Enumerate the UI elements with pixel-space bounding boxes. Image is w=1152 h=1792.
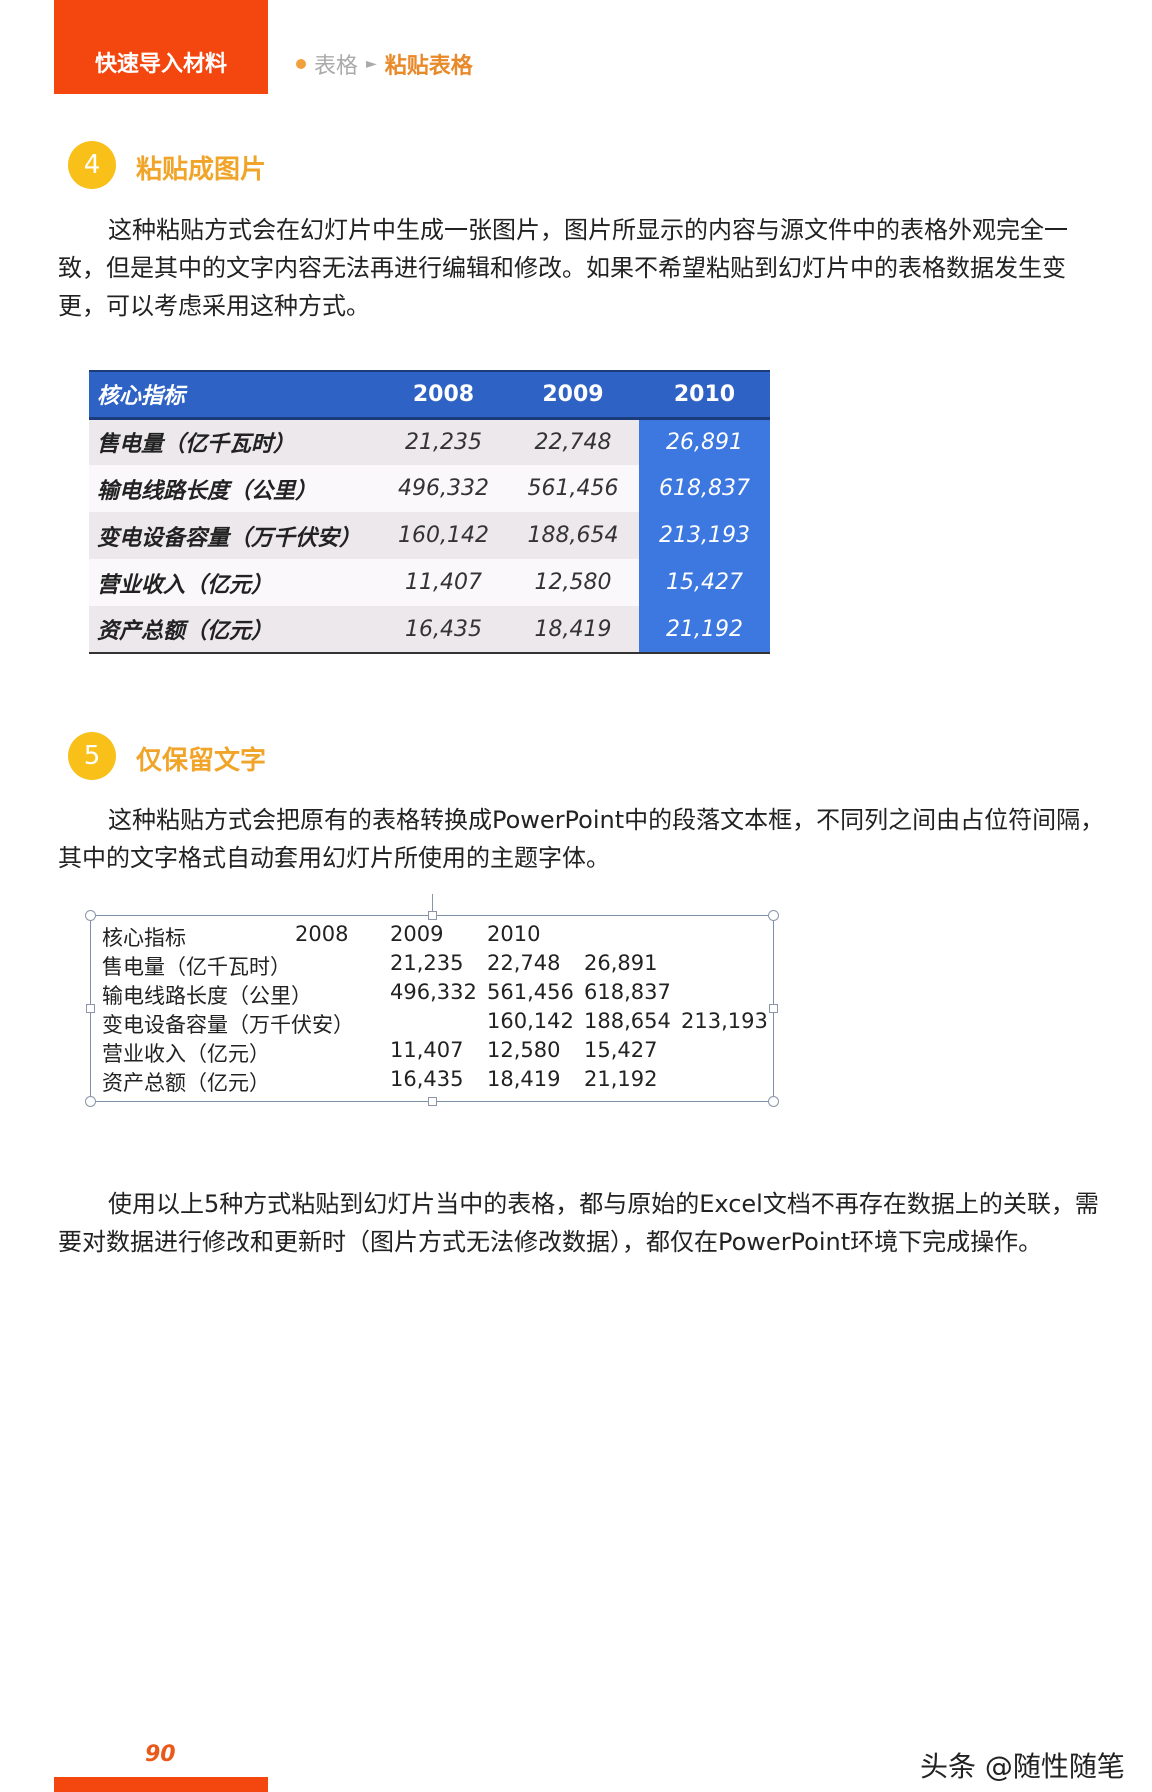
cell-value: 21,235 bbox=[380, 418, 507, 465]
text-line-label: 营业收入（亿元） bbox=[102, 1042, 270, 1066]
cell-value: 213,193 bbox=[639, 512, 770, 559]
row-label: 售电量（亿千瓦时） bbox=[89, 418, 380, 465]
text-line-value: 2008 bbox=[295, 922, 349, 946]
summary-paragraph: 使用以上5种方式粘贴到幻灯片当中的表格，都与原始的Excel文档不再存在数据上的… bbox=[58, 1190, 1099, 1256]
resize-handle[interactable] bbox=[769, 1004, 778, 1013]
resize-handle[interactable] bbox=[85, 1096, 96, 1107]
table-header: 2010 bbox=[639, 370, 770, 420]
table-header: 核心指标 bbox=[89, 370, 380, 420]
breadcrumb-current: 粘贴表格 bbox=[384, 54, 473, 79]
text-line-value: 213,193 bbox=[681, 1009, 768, 1033]
text-line-value: 496,332 bbox=[390, 980, 477, 1004]
cell-value: 188,654 bbox=[507, 512, 639, 559]
row-label: 营业收入（亿元） bbox=[89, 559, 380, 606]
breadcrumb-parent: 表格 bbox=[314, 54, 359, 79]
cell-value: 12,580 bbox=[507, 559, 639, 606]
pasted-table-image: 核心指标 2008 2009 2010 售电量（亿千瓦时） 21,235 22,74… bbox=[89, 370, 770, 654]
resize-handle[interactable] bbox=[86, 1004, 95, 1013]
text-line-value: 22,748 bbox=[487, 951, 561, 975]
cell-value: 22,748 bbox=[507, 418, 639, 465]
cell-value: 496,332 bbox=[380, 465, 507, 512]
cell-value: 11,407 bbox=[380, 559, 507, 606]
cell-value: 618,837 bbox=[639, 465, 770, 512]
breadcrumb-arrow-icon: ► bbox=[366, 56, 377, 72]
text-line-value: 160,142 bbox=[487, 1009, 574, 1033]
table-row: 营业收入（亿元） 11,407 12,580 15,427 bbox=[89, 559, 770, 606]
text-line-value: 18,419 bbox=[487, 1067, 561, 1091]
cell-value: 561,456 bbox=[507, 465, 639, 512]
table-row: 售电量（亿千瓦时） 21,235 22,748 26,891 bbox=[89, 418, 770, 465]
resize-handle[interactable] bbox=[428, 911, 437, 920]
text-box[interactable]: 核心指标 2008 2009 2010 售电量（亿千瓦时） 21,235 22,748 26,… bbox=[85, 894, 779, 1107]
text-line-value: 21,235 bbox=[390, 951, 464, 975]
section-title: 粘贴成图片 bbox=[136, 155, 267, 185]
text-line-value: 16,435 bbox=[390, 1067, 464, 1091]
page-number: 90 bbox=[145, 1742, 176, 1767]
rotate-handle[interactable] bbox=[432, 894, 433, 911]
row-label: 变电设备容量（万千伏安） bbox=[89, 512, 380, 559]
text-line-label: 资产总额（亿元） bbox=[102, 1071, 270, 1095]
resize-handle[interactable] bbox=[768, 1096, 779, 1107]
breadcrumb: 表格 ► 粘贴表格 bbox=[296, 48, 473, 80]
table-row: 输电线路长度（公里） 496,332 561,456 618,837 bbox=[89, 465, 770, 512]
table-header: 2008 bbox=[380, 370, 507, 420]
cell-value: 21,192 bbox=[639, 606, 770, 654]
chapter-tab: 快速导入材料 bbox=[54, 0, 268, 94]
text-line-label: 变电设备容量（万千伏安） bbox=[102, 1013, 354, 1037]
text-line-value: 26,891 bbox=[584, 951, 658, 975]
text-line-value: 12,580 bbox=[487, 1038, 561, 1062]
resize-handle[interactable] bbox=[768, 910, 779, 921]
section-number-badge: 5 bbox=[68, 732, 116, 780]
text-line-value: 21,192 bbox=[584, 1067, 658, 1091]
table-header: 2009 bbox=[507, 370, 639, 420]
text-line-label: 售电量（亿千瓦时） bbox=[102, 955, 291, 979]
text-line-value: 2009 bbox=[390, 922, 444, 946]
resize-handle[interactable] bbox=[428, 1097, 437, 1106]
cell-value: 160,142 bbox=[380, 512, 507, 559]
text-line-value: 618,837 bbox=[584, 980, 671, 1004]
watermark: 头条 @随性随笔 bbox=[920, 1750, 1125, 1783]
cell-value: 18,419 bbox=[507, 606, 639, 654]
bullet-dot-icon bbox=[296, 59, 306, 69]
footer-bar bbox=[54, 1777, 268, 1792]
cell-value: 15,427 bbox=[639, 559, 770, 606]
text-line-value: 561,456 bbox=[487, 980, 574, 1004]
section-number-badge: 4 bbox=[68, 141, 116, 189]
cell-value: 16,435 bbox=[380, 606, 507, 654]
row-label: 输电线路长度（公里） bbox=[89, 465, 380, 512]
paragraph: 这种粘贴方式会在幻灯片中生成一张图片，图片所显示的内容与源文件中的表格外观完全一… bbox=[58, 216, 1068, 320]
text-line-value: 15,427 bbox=[584, 1038, 658, 1062]
text-line-label: 核心指标 bbox=[102, 926, 186, 950]
text-line-value: 188,654 bbox=[584, 1009, 671, 1033]
text-line-value: 11,407 bbox=[390, 1038, 464, 1062]
text-line-value: 2010 bbox=[487, 922, 541, 946]
paragraph: 这种粘贴方式会把原有的表格转换成PowerPoint中的段落文本框，不同列之间由… bbox=[58, 806, 1105, 872]
cell-value: 26,891 bbox=[639, 418, 770, 465]
table-row: 变电设备容量（万千伏安） 160,142 188,654 213,193 bbox=[89, 512, 770, 559]
text-line-label: 输电线路长度（公里） bbox=[102, 984, 312, 1008]
resize-handle[interactable] bbox=[85, 910, 96, 921]
row-label: 资产总额（亿元） bbox=[89, 606, 380, 654]
table-row: 资产总额（亿元） 16,435 18,419 21,192 bbox=[89, 606, 770, 654]
chapter-title: 快速导入材料 bbox=[94, 52, 227, 77]
section-title: 仅保留文字 bbox=[136, 746, 267, 776]
